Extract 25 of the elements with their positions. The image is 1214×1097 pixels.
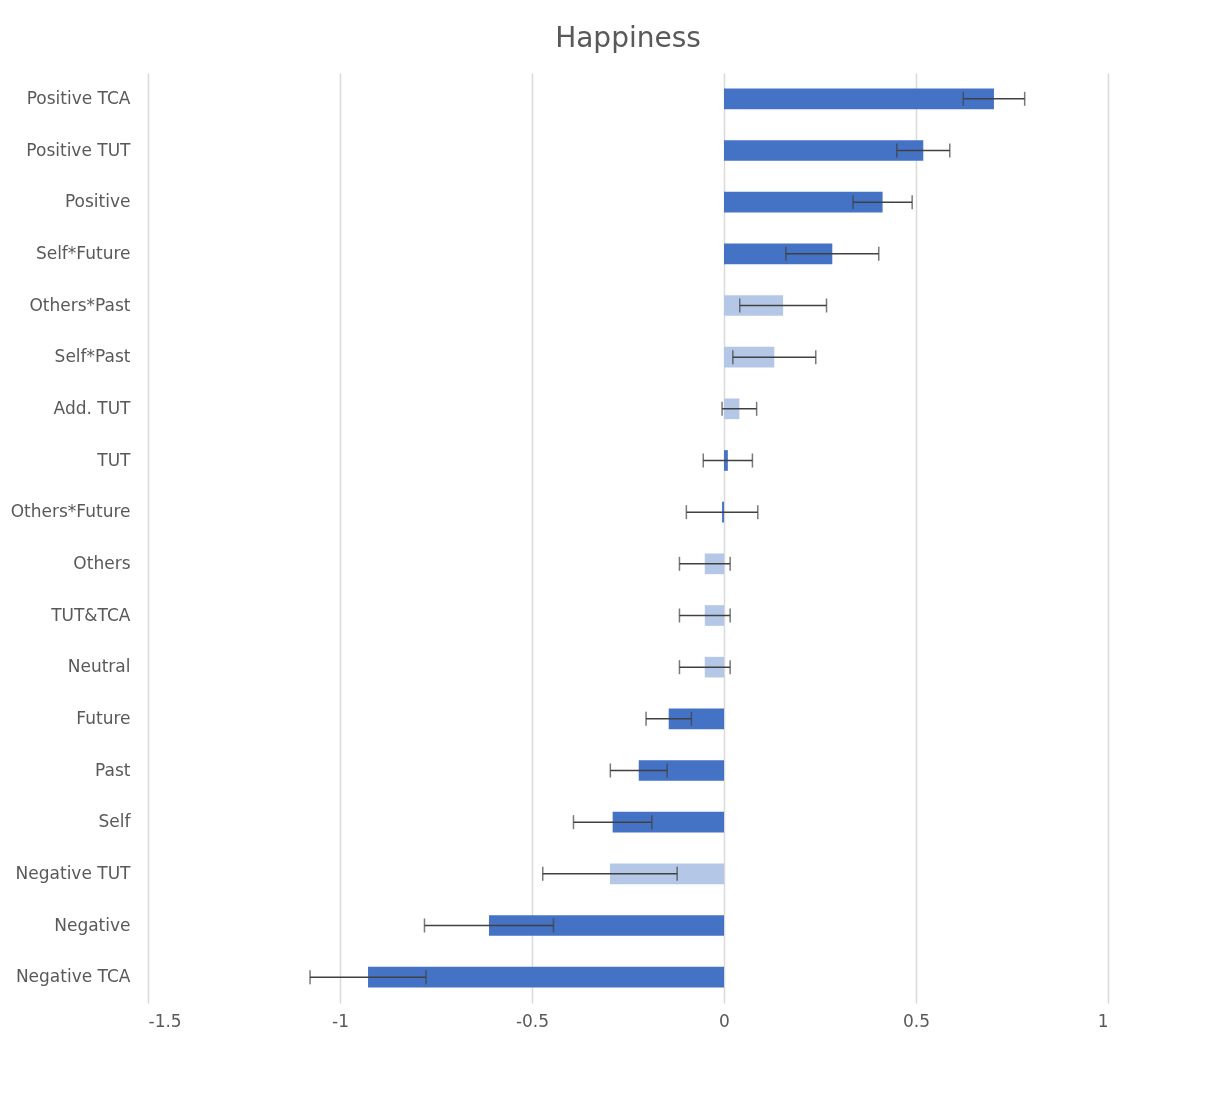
y-tick-label: Negative TUT [15, 862, 132, 883]
y-tick-label: Future [76, 707, 131, 728]
y-tick-label: TUT&TCA [50, 604, 131, 625]
chart-title: Happiness [555, 21, 701, 54]
y-tick-label: Others*Past [29, 294, 131, 315]
y-tick-label: Negative [54, 914, 131, 935]
y-tick-label: Add. TUT [53, 397, 132, 418]
y-tick-label: Neutral [67, 656, 131, 677]
x-tick-label: -1 [332, 1010, 349, 1031]
x-tick-label: 1 [1097, 1010, 1109, 1031]
y-tick-label: Others*Future [10, 501, 131, 522]
y-tick-label: Self*Future [35, 242, 131, 263]
y-tick-label: Positive [64, 191, 131, 212]
y-tick-label: Self [98, 811, 132, 832]
y-tick-label: Others [73, 552, 131, 573]
y-tick-label: Negative TCA [15, 966, 131, 987]
x-tick-label: -0.5 [515, 1010, 550, 1031]
x-tick-label: -1.5 [148, 1010, 182, 1031]
y-tick-label: Positive TUT [26, 139, 132, 160]
y-tick-label: Past [95, 759, 131, 780]
x-tick-label: 0 [719, 1010, 730, 1031]
y-tick-label: TUT [96, 449, 132, 470]
y-tick-label: Positive TCA [26, 87, 131, 108]
x-tick-label: 0.5 [902, 1010, 931, 1031]
y-tick-label: Self*Past [54, 346, 131, 367]
